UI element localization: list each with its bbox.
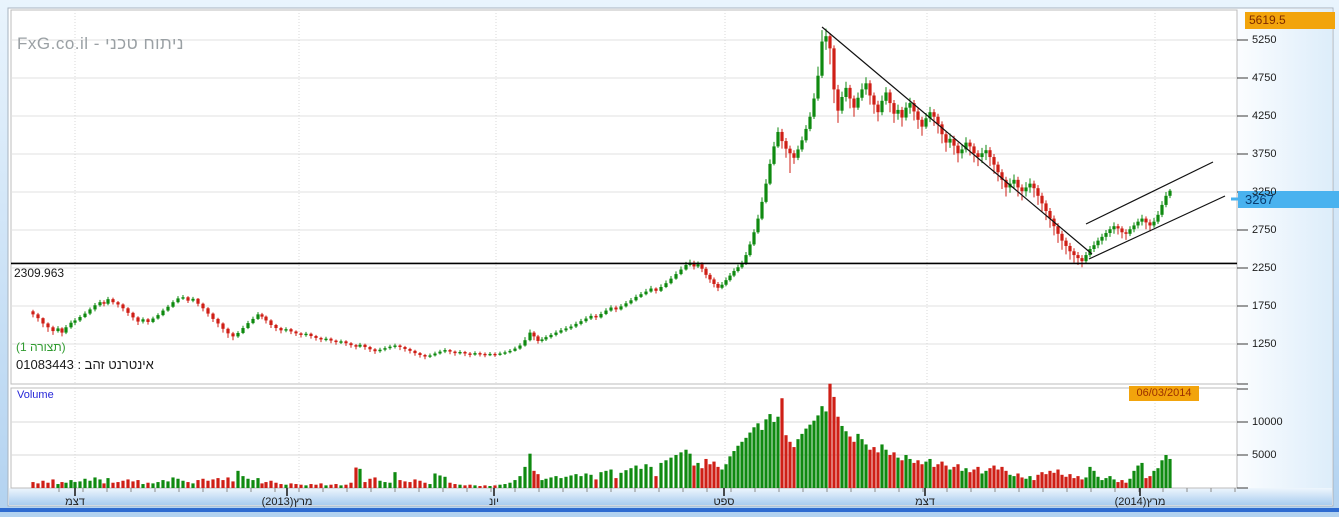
x-axis-label: מרץ(2013) <box>261 496 313 508</box>
gridlines <box>11 10 1237 488</box>
bottom-frame-line <box>0 508 1339 512</box>
trendlines <box>11 26 1237 265</box>
last-price-badge: 3267 <box>1238 191 1339 208</box>
watermark-title: FxG.co.il - ניתוח טכני <box>17 34 184 53</box>
config-label: (תצורה 1) <box>16 340 66 354</box>
volume-pane-title: Volume <box>17 389 54 401</box>
reference-price-badge: 5619.5 <box>1245 12 1335 29</box>
x-axis-label: יונ <box>489 496 499 508</box>
y-axis-label: 10000 <box>1252 416 1283 428</box>
date-badge: 06/03/2014 <box>1129 386 1199 401</box>
y-axis-label: 2250 <box>1252 262 1277 274</box>
y-axis-label: 5250 <box>1252 34 1277 46</box>
y-axis-label: 5000 <box>1252 449 1277 461</box>
y-axis-label: 1250 <box>1252 338 1277 350</box>
x-axis-label: דצמ <box>915 496 935 508</box>
support-level-label: 2309.963 <box>14 266 65 280</box>
volume-bars <box>31 383 1172 488</box>
y-axis-label: 3750 <box>1252 148 1277 160</box>
volume-pane[interactable] <box>10 387 1238 489</box>
candles <box>31 28 1172 360</box>
y-axis-label: 1750 <box>1252 300 1277 312</box>
bottom-axis-strip <box>9 488 1332 505</box>
x-axis-label: ספט <box>713 496 735 508</box>
y-axis-label: 4750 <box>1252 72 1277 84</box>
x-axis-label: מרץ(2014) <box>1114 496 1166 508</box>
y-axis-label: 2750 <box>1252 224 1277 236</box>
right-axis-strip <box>1237 9 1332 488</box>
y-axis-label: 3250 <box>1252 186 1277 198</box>
axis-ticks <box>58 39 1248 496</box>
y-axis-label: 4250 <box>1252 110 1277 122</box>
instrument-label: אינטרנט זהב : 01083443 <box>16 357 154 372</box>
price-pane[interactable] <box>10 9 1238 385</box>
x-axis-label: דצמ <box>65 496 85 508</box>
